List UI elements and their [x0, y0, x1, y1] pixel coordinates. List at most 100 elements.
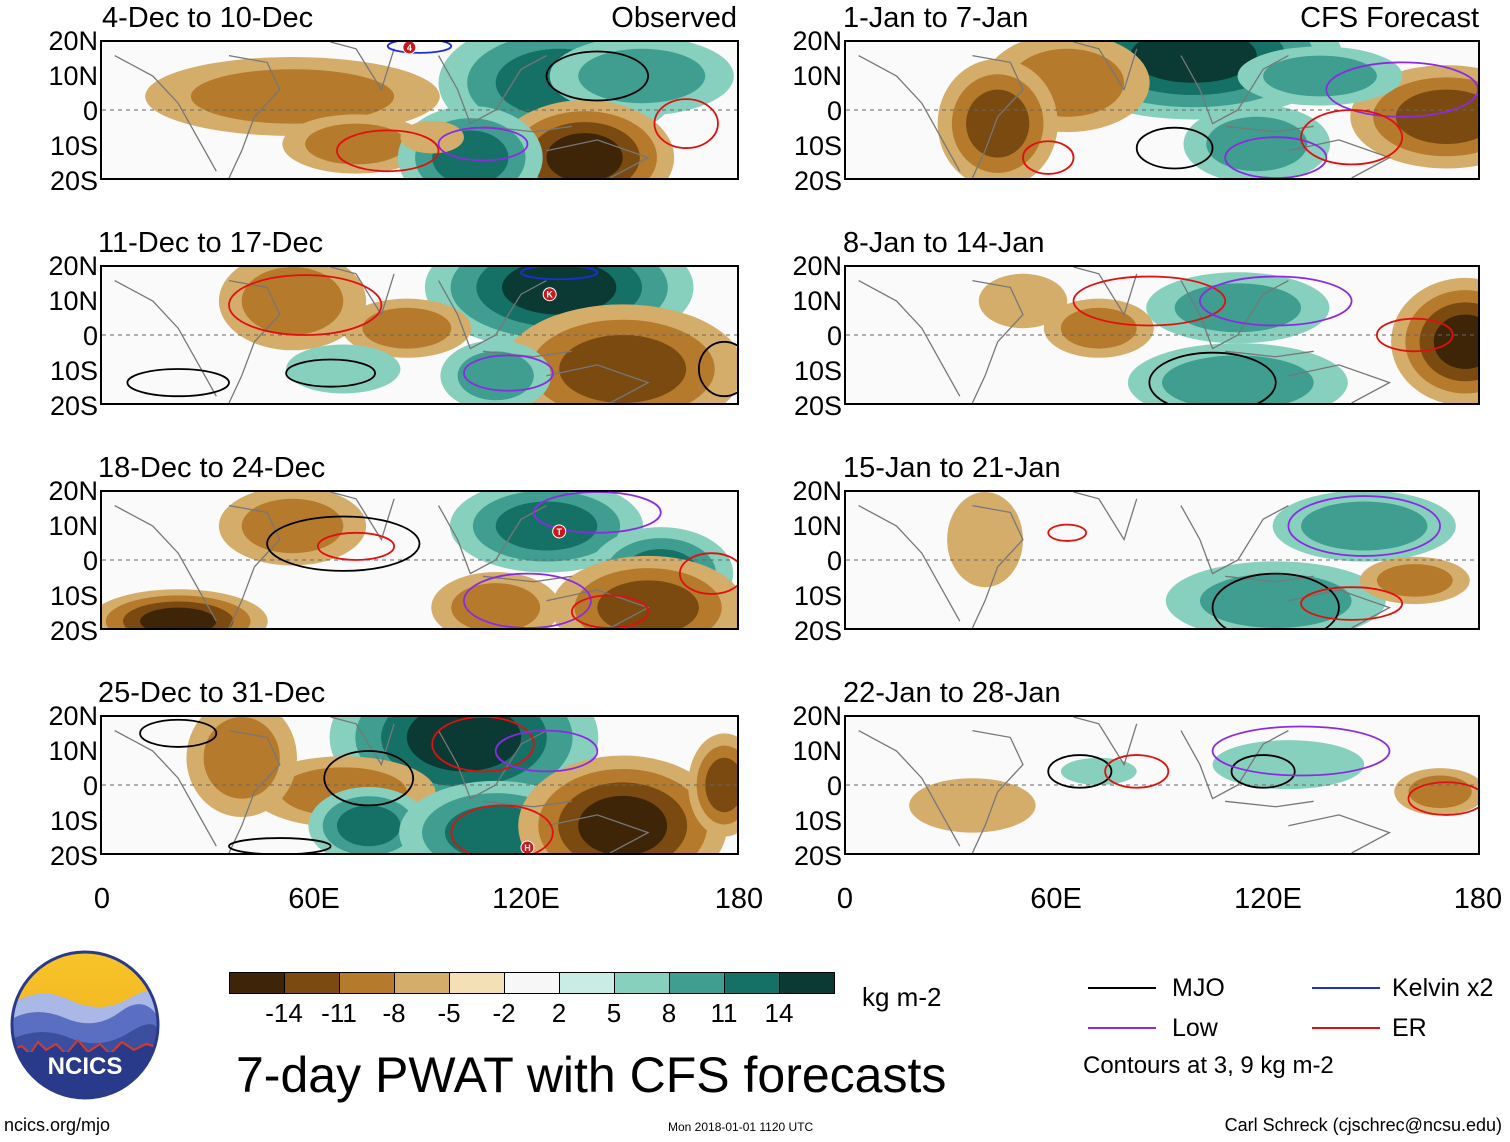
dry-anomaly-blob	[909, 778, 1036, 833]
lat-label-right-3-3: 10S	[793, 806, 842, 836]
lat-label-right-1-2: 0	[826, 321, 842, 351]
panel-label-observed: Observed	[611, 2, 737, 34]
low-contour	[494, 729, 599, 773]
lat-label-right-2-4: 20S	[793, 616, 842, 646]
dry-anomaly-blob	[978, 273, 1068, 329]
dry-anomaly-blob	[597, 580, 699, 628]
map-panel-right-3	[844, 715, 1480, 855]
lon-label-left-0: 0	[93, 883, 111, 915]
kelvin-contour	[386, 42, 453, 54]
legend-er-line	[1312, 1027, 1380, 1029]
storm-marker-icon	[542, 287, 557, 302]
colorbar-cell	[284, 972, 340, 994]
logo-text: NCICS	[48, 1053, 123, 1080]
colorbar-tick-label: -8	[382, 998, 406, 1028]
er-contour	[1300, 109, 1404, 166]
lon-label-right-60e: 60E	[1030, 883, 1082, 915]
moist-anomaly-blob	[1212, 740, 1365, 790]
legend-mjo-label: MJO	[1172, 974, 1225, 1002]
colorbar-tick-label: -14	[265, 998, 303, 1028]
er-contour	[431, 717, 535, 773]
panel-title-right-2: 15-Jan to 21-Jan	[843, 452, 1061, 484]
storm-marker-label: H	[524, 843, 531, 853]
er-contour	[653, 98, 719, 149]
colorbar-tick-label: 14	[764, 998, 794, 1028]
lat-label-left-2-1: 10N	[48, 511, 98, 541]
panel-title-left-0: 4-Dec to 10-Dec	[102, 2, 314, 34]
er-contour	[1300, 586, 1404, 621]
mjo-contour	[1047, 754, 1113, 789]
storm-marker-icon	[402, 42, 417, 55]
low-contour	[1287, 495, 1441, 557]
lat-label-left-1-1: 10N	[48, 286, 98, 316]
panel-title-right-0: 1-Jan to 7-Jan	[843, 2, 1029, 34]
kelvin-contour	[520, 267, 599, 281]
mjo-contour	[1135, 126, 1214, 170]
map-svg: H	[102, 717, 737, 853]
lat-label-right-1-3: 10S	[793, 356, 842, 386]
er-contour	[450, 804, 554, 853]
mjo-contour	[1211, 572, 1340, 628]
colorbar-cell	[614, 972, 670, 994]
footer-url[interactable]: ncics.org/mjo	[4, 1115, 111, 1135]
lon-label-left-180: 180	[714, 883, 764, 915]
dry-anomaly-blob	[1060, 307, 1137, 349]
moist-anomaly-blob	[336, 805, 401, 847]
colorbar-tick-label: 5	[606, 998, 622, 1028]
dry-anomaly-blob	[1408, 775, 1472, 809]
dry-anomaly-blob	[400, 120, 464, 154]
mjo-contour	[698, 340, 737, 398]
map-svg: T	[102, 492, 737, 628]
moist-anomaly-blob	[1206, 116, 1308, 172]
lat-label-right-3-1: 10N	[792, 736, 842, 766]
coastline	[858, 42, 1392, 178]
low-contour	[532, 492, 662, 534]
footer-timestamp: Mon 2018-01-01 1120 UTC	[668, 1120, 814, 1134]
colorbar-units: kg m-2	[862, 982, 942, 1012]
footer-author[interactable]: Carl Schreck (cjschrec@ncsu.edu)	[1224, 1115, 1502, 1135]
dry-anomaly-blob	[203, 717, 280, 799]
er-contour	[1022, 140, 1075, 175]
map-svg: K	[102, 267, 737, 403]
lat-label-right-0-4: 20S	[793, 166, 842, 196]
colorbar-cell	[449, 972, 505, 994]
er-contour	[316, 531, 395, 561]
colorbar-cell	[504, 972, 560, 994]
moist-anomaly-blob	[578, 48, 706, 104]
map-panel-right-2	[844, 490, 1480, 630]
legend-er-label: ER	[1392, 1014, 1427, 1042]
coastline	[858, 717, 1392, 853]
dry-anomaly-blob	[947, 492, 1023, 588]
colorbar-tick-label: 8	[661, 998, 677, 1028]
colorbar-cell	[229, 972, 285, 994]
moist-anomaly-blob	[1060, 757, 1137, 785]
er-contour	[336, 129, 440, 173]
lat-label-left-1-0: 20N	[48, 251, 98, 281]
colorbar-cell	[779, 972, 835, 994]
legend-kelvin-line	[1312, 987, 1380, 989]
er-contour	[1375, 317, 1454, 353]
lat-label-right-3-4: 20S	[793, 841, 842, 871]
panel-title-left-2: 18-Dec to 24-Dec	[98, 452, 326, 484]
lon-label-right-0: 0	[836, 883, 854, 915]
map-svg	[846, 267, 1478, 403]
mjo-contour	[266, 515, 421, 572]
er-contour	[1047, 523, 1088, 542]
moist-anomaly-blob	[502, 267, 617, 315]
mjo-contour	[285, 358, 376, 388]
lat-label-right-1-1: 10N	[792, 286, 842, 316]
lon-label-left-120e: 120E	[492, 883, 560, 915]
ncics-logo: NCICS	[10, 950, 160, 1100]
lat-label-right-0-2: 0	[826, 96, 842, 126]
map-svg	[846, 42, 1478, 178]
lat-label-right-2-1: 10N	[792, 511, 842, 541]
panel-title-right-3: 22-Jan to 28-Jan	[843, 677, 1061, 709]
lon-label-right-120e: 120E	[1234, 883, 1302, 915]
moist-anomaly-blob	[1301, 501, 1428, 551]
lat-label-left-1-3: 10S	[49, 356, 98, 386]
lon-label-right-180: 180	[1453, 883, 1503, 915]
panel-title-left-3: 25-Dec to 31-Dec	[98, 677, 326, 709]
moist-anomaly-blob	[495, 501, 598, 551]
dry-anomaly-blob	[966, 89, 1030, 158]
lat-label-left-1-2: 0	[82, 321, 98, 351]
